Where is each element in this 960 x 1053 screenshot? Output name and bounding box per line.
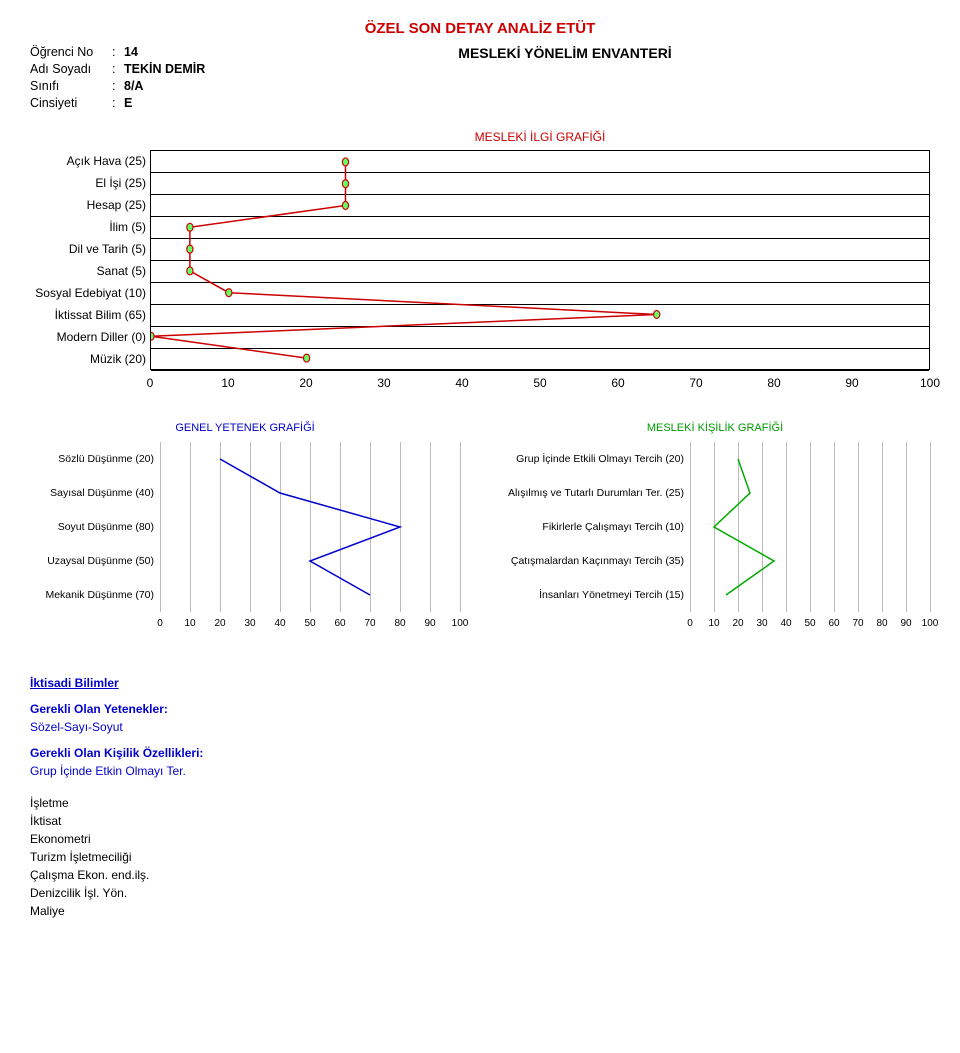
req-traits-label: Gerekli Olan Kişilik Özellikleri: — [30, 744, 930, 762]
axis-tick: 80 — [767, 376, 780, 390]
interest-chart: MESLEKİ İLGİ GRAFİĞİ Açık Hava (25)El İş… — [30, 130, 930, 392]
ability-chart-title: GENEL YETENEK GRAFİĞİ — [30, 422, 460, 434]
interest-chart-title: MESLEKİ İLGİ GRAFİĞİ — [150, 130, 930, 144]
program-item: Turizm İşletmeciliği — [30, 848, 930, 866]
axis-tick: 30 — [244, 618, 255, 629]
axis-tick: 40 — [274, 618, 285, 629]
chart-row — [151, 239, 929, 261]
req-traits-value: Grup İçinde Etkin Olmayı Ter. — [30, 762, 930, 780]
chart-row — [151, 217, 929, 239]
program-item: İşletme — [30, 794, 930, 812]
axis-tick: 90 — [900, 618, 911, 629]
axis-tick: 20 — [732, 618, 743, 629]
chart-row-label: Dil ve Tarih (5) — [30, 238, 150, 260]
chart-row-label: Müzik (20) — [30, 348, 150, 370]
page-title: ÖZEL SON DETAY ANALİZ ETÜT — [30, 20, 930, 37]
axis-tick: 50 — [304, 618, 315, 629]
axis-tick: 90 — [845, 376, 858, 390]
chart-row — [151, 349, 929, 371]
ability-chart: GENEL YETENEK GRAFİĞİ Sözlü Düşünme (20)… — [30, 422, 460, 634]
field-heading: İktisadi Bilimler — [30, 674, 930, 692]
page-subtitle: MESLEKİ YÖNELİM ENVANTERİ — [200, 45, 930, 61]
student-row: Cinsiyeti:E — [30, 96, 930, 110]
axis-tick: 100 — [920, 376, 940, 390]
chart-row-label: Soyut Düşünme (80) — [30, 510, 160, 544]
recommendation-section: İktisadi Bilimler Gerekli Olan Yetenekle… — [30, 674, 930, 920]
req-skills-value: Sözel-Sayı-Soyut — [30, 718, 930, 736]
chart-row-label: Sayısal Düşünme (40) — [30, 476, 160, 510]
chart-row-label: Çatışmalardan Kaçınmayı Tercih (35) — [500, 544, 690, 578]
program-item: Ekonometri — [30, 830, 930, 848]
axis-tick: 20 — [299, 376, 312, 390]
chart-row — [151, 195, 929, 217]
chart-row-label: El İşi (25) — [30, 172, 150, 194]
chart-row-label: Hesap (25) — [30, 194, 150, 216]
chart-row — [151, 261, 929, 283]
program-item: Denizcilik İşl. Yön. — [30, 884, 930, 902]
program-list: İşletmeİktisatEkonometriTurizm İşletmeci… — [30, 794, 930, 920]
chart-row-label: Sanat (5) — [30, 260, 150, 282]
axis-tick: 50 — [533, 376, 546, 390]
axis-tick: 70 — [689, 376, 702, 390]
chart-row-label: Fikirlerle Çalışmayı Tercih (10) — [500, 510, 690, 544]
axis-tick: 30 — [377, 376, 390, 390]
axis-tick: 40 — [780, 618, 791, 629]
axis-tick: 70 — [852, 618, 863, 629]
axis-tick: 90 — [424, 618, 435, 629]
axis-tick: 100 — [922, 618, 939, 629]
personality-chart: MESLEKİ KİŞİLİK GRAFİĞİ Grup İçinde Etki… — [500, 422, 930, 634]
req-skills-label: Gerekli Olan Yetenekler: — [30, 700, 930, 718]
chart-row-label: Uzaysal Düşünme (50) — [30, 544, 160, 578]
axis-tick: 0 — [147, 376, 154, 390]
program-item: İktisat — [30, 812, 930, 830]
chart-row-label: Açık Hava (25) — [30, 150, 150, 172]
chart-row-label: Modern Diller (0) — [30, 326, 150, 348]
axis-tick: 0 — [157, 618, 163, 629]
chart-row-label: İlim (5) — [30, 216, 150, 238]
axis-tick: 100 — [452, 618, 469, 629]
axis-tick: 60 — [828, 618, 839, 629]
chart-row-label: Grup İçinde Etkili Olmayı Tercih (20) — [500, 442, 690, 476]
chart-row-label: Sözlü Düşünme (20) — [30, 442, 160, 476]
chart-row-label: Alışılmış ve Tutarlı Durumları Ter. (25) — [500, 476, 690, 510]
axis-tick: 0 — [687, 618, 693, 629]
axis-tick: 10 — [221, 376, 234, 390]
chart-row — [151, 327, 929, 349]
student-row: Adı Soyadı:TEKİN DEMİR — [30, 62, 930, 76]
axis-tick: 20 — [214, 618, 225, 629]
axis-tick: 40 — [455, 376, 468, 390]
chart-row — [151, 305, 929, 327]
axis-tick: 60 — [611, 376, 624, 390]
student-row: Sınıfı:8/A — [30, 79, 930, 93]
chart-row — [151, 151, 929, 173]
chart-row-label: İnsanları Yönetmeyi Tercih (15) — [500, 578, 690, 612]
program-item: Çalışma Ekon. end.ilş. — [30, 866, 930, 884]
program-item: Maliye — [30, 902, 930, 920]
axis-tick: 10 — [708, 618, 719, 629]
chart-row-label: Mekanik Düşünme (70) — [30, 578, 160, 612]
chart-row-label: Sosyal Edebiyat (10) — [30, 282, 150, 304]
personality-chart-title: MESLEKİ KİŞİLİK GRAFİĞİ — [500, 422, 930, 434]
axis-tick: 30 — [756, 618, 767, 629]
axis-tick: 80 — [876, 618, 887, 629]
axis-tick: 70 — [364, 618, 375, 629]
chart-row — [151, 173, 929, 195]
axis-tick: 50 — [804, 618, 815, 629]
axis-tick: 60 — [334, 618, 345, 629]
axis-tick: 80 — [394, 618, 405, 629]
chart-row — [151, 283, 929, 305]
axis-tick: 10 — [184, 618, 195, 629]
chart-row-label: İktissat Bilim (65) — [30, 304, 150, 326]
